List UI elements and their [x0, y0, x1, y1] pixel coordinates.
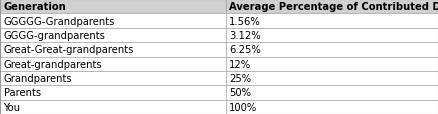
Text: Parents: Parents — [4, 88, 41, 98]
Text: GGGGG-Grandparents: GGGGG-Grandparents — [4, 16, 115, 26]
Text: 12%: 12% — [229, 59, 251, 69]
FancyBboxPatch shape — [0, 100, 226, 114]
FancyBboxPatch shape — [0, 43, 226, 57]
FancyBboxPatch shape — [0, 14, 226, 28]
FancyBboxPatch shape — [226, 71, 438, 86]
FancyBboxPatch shape — [226, 43, 438, 57]
FancyBboxPatch shape — [0, 28, 226, 43]
FancyBboxPatch shape — [226, 86, 438, 100]
FancyBboxPatch shape — [0, 57, 226, 71]
Text: Generation: Generation — [4, 2, 66, 12]
Text: Grandparents: Grandparents — [4, 73, 72, 83]
Text: Average Percentage of Contributed DNA: Average Percentage of Contributed DNA — [229, 2, 438, 12]
Text: 3.12%: 3.12% — [229, 31, 261, 41]
Text: 25%: 25% — [229, 73, 251, 83]
Text: 6.25%: 6.25% — [229, 45, 261, 55]
Text: You: You — [4, 102, 21, 112]
Text: 1.56%: 1.56% — [229, 16, 261, 26]
FancyBboxPatch shape — [226, 100, 438, 114]
Text: GGGG-grandparents: GGGG-grandparents — [4, 31, 106, 41]
Text: Great-Great-grandparents: Great-Great-grandparents — [4, 45, 134, 55]
Text: 50%: 50% — [229, 88, 251, 98]
Text: Great-grandparents: Great-grandparents — [4, 59, 102, 69]
FancyBboxPatch shape — [226, 28, 438, 43]
FancyBboxPatch shape — [0, 71, 226, 86]
Text: 100%: 100% — [229, 102, 257, 112]
FancyBboxPatch shape — [0, 0, 226, 14]
FancyBboxPatch shape — [226, 57, 438, 71]
FancyBboxPatch shape — [226, 14, 438, 28]
FancyBboxPatch shape — [0, 86, 226, 100]
FancyBboxPatch shape — [226, 0, 438, 14]
